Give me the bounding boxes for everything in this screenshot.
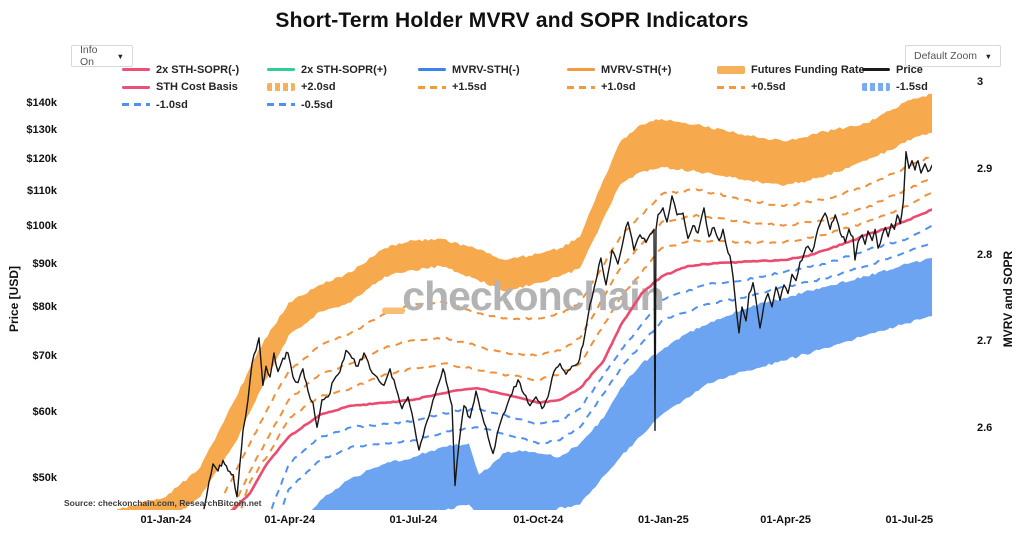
legend-item-mvrv-sth[interactable]: MVRV-STH(+) <box>567 63 717 77</box>
futures-funding-rate-swatch <box>717 65 745 74</box>
0-5sd-swatch <box>267 103 295 107</box>
legend-item-1-0sd[interactable]: +1.0sd <box>567 81 717 95</box>
info-toggle-dropdown[interactable]: Info On ▼ <box>71 44 133 68</box>
y-tick-label: $90k <box>32 258 57 271</box>
legend-item-0-5sd[interactable]: -0.5sd <box>267 98 418 112</box>
y-tick-label: $130k <box>26 124 57 137</box>
legend-item-label: Futures Funding Rate <box>751 63 865 76</box>
2x-sth-sopr-swatch <box>122 68 150 72</box>
y-tick-label: $60k <box>32 405 57 418</box>
legend-item-label: STH Cost Basis <box>156 81 238 94</box>
legend-item-label: +0.5sd <box>751 81 786 94</box>
y-tick-label: 2.8 <box>977 248 993 261</box>
price-swatch <box>862 68 890 72</box>
mvrv-sth-swatch <box>418 68 446 72</box>
y-tick-label: $140k <box>26 97 57 110</box>
legend-item-2x-sth-sopr[interactable]: 2x STH-SOPR(-) <box>122 63 267 77</box>
legend-item-label: -1.5sd <box>896 81 928 94</box>
source-credit: Source: checkonchain.com, ResearchBitcoi… <box>64 498 262 508</box>
legend-item-label: +1.0sd <box>601 81 636 94</box>
2x-sth-sopr-swatch <box>267 68 295 72</box>
x-tick-label: 01-Apr-24 <box>264 514 316 526</box>
legend-item-1-5sd[interactable]: +1.5sd <box>418 81 567 95</box>
zoom-preset-dropdown[interactable]: Default Zoom ▼ <box>905 45 1001 67</box>
1-5sd-band <box>311 258 932 510</box>
x-tick-label: 01-Jul-24 <box>389 514 438 526</box>
chart-legend: 2x STH-SOPR(-) 2x STH-SOPR(+) MVRV-STH(-) M… <box>122 63 1012 112</box>
y-tick-label: $120k <box>26 153 57 166</box>
0-5sd-swatch <box>717 85 745 89</box>
0-5sd-line <box>239 191 932 510</box>
legend-item-label: MVRV-STH(+) <box>601 63 672 76</box>
plot-area[interactable]: checkonchain <box>90 88 932 510</box>
sth-cost-basis-line <box>230 208 932 510</box>
chevron-down-icon: ▼ <box>116 51 124 61</box>
legend-item-1-5sd[interactable]: -1.5sd <box>862 81 972 95</box>
y-tick-label: $110k <box>27 184 57 197</box>
x-tick-label: 01-Jan-24 <box>140 514 192 526</box>
mvrv-sth-swatch <box>567 68 595 72</box>
y-tick-label: 2.6 <box>977 421 993 434</box>
page-title: Short-Term Holder MVRV and SOPR Indicato… <box>275 9 749 32</box>
2-0sd-band <box>116 93 932 510</box>
zoom-preset-label: Default Zoom <box>914 50 978 62</box>
y-tick-label: $80k <box>32 300 57 313</box>
x-tick-label: 01-Jul-25 <box>885 514 934 526</box>
1-0sd-line <box>280 241 932 510</box>
legend-item-label: -1.0sd <box>156 98 188 111</box>
price-line <box>203 151 932 510</box>
legend-item-mvrv-sth[interactable]: MVRV-STH(-) <box>418 63 567 77</box>
legend-item-label: MVRV-STH(-) <box>452 63 520 76</box>
legend-item-label: +2.0sd <box>301 81 336 94</box>
y-tick-label: $50k <box>32 472 57 485</box>
y-axis-title-right: MVRV and SOPR <box>1001 250 1015 348</box>
x-tick-label: 01-Oct-24 <box>513 514 564 526</box>
legend-item-2x-sth-sopr[interactable]: 2x STH-SOPR(+) <box>267 63 418 77</box>
y-tick-label: 2.9 <box>977 162 993 175</box>
legend-item-label: 2x STH-SOPR(-) <box>156 63 240 76</box>
legend-item-label: +1.5sd <box>452 81 487 94</box>
legend-item-futures-funding-rate[interactable]: Futures Funding Rate <box>717 63 865 77</box>
1-5sd-swatch <box>418 85 446 89</box>
legend-item-0-5sd[interactable]: +0.5sd <box>717 81 862 95</box>
legend-item-label: 2x STH-SOPR(+) <box>301 63 387 76</box>
info-toggle-label: Info On <box>80 44 98 68</box>
y-tick-label: 2.7 <box>977 335 993 348</box>
chevron-down-icon: ▼ <box>984 51 992 61</box>
1-5sd-swatch <box>862 83 890 92</box>
legend-item-price[interactable]: Price <box>862 63 972 77</box>
1-0sd-swatch <box>122 103 150 107</box>
y-tick-label: $70k <box>32 349 57 362</box>
2-0sd-swatch <box>267 83 295 92</box>
legend-item-sth-cost-basis[interactable]: STH Cost Basis <box>122 81 267 95</box>
legend-item-label: Price <box>896 63 923 76</box>
plot-canvas: checkonchain <box>116 93 932 510</box>
sth-cost-basis-swatch <box>122 85 150 89</box>
1-5sd-line <box>223 155 932 494</box>
x-tick-label: 01-Jan-25 <box>638 514 689 526</box>
legend-item-label: -0.5sd <box>301 98 333 111</box>
legend-item-1-0sd[interactable]: -1.0sd <box>122 98 267 112</box>
x-tick-label: 01-Apr-25 <box>760 514 812 526</box>
0-5sd-line <box>270 224 932 510</box>
watermark-text: checkonchain <box>402 273 663 319</box>
legend-item-2-0sd[interactable]: +2.0sd <box>267 81 418 95</box>
watermark-accent-dash <box>382 307 405 314</box>
y-tick-label: 3 <box>977 76 984 89</box>
y-tick-label: $100k <box>26 219 57 232</box>
1-0sd-swatch <box>567 85 595 89</box>
